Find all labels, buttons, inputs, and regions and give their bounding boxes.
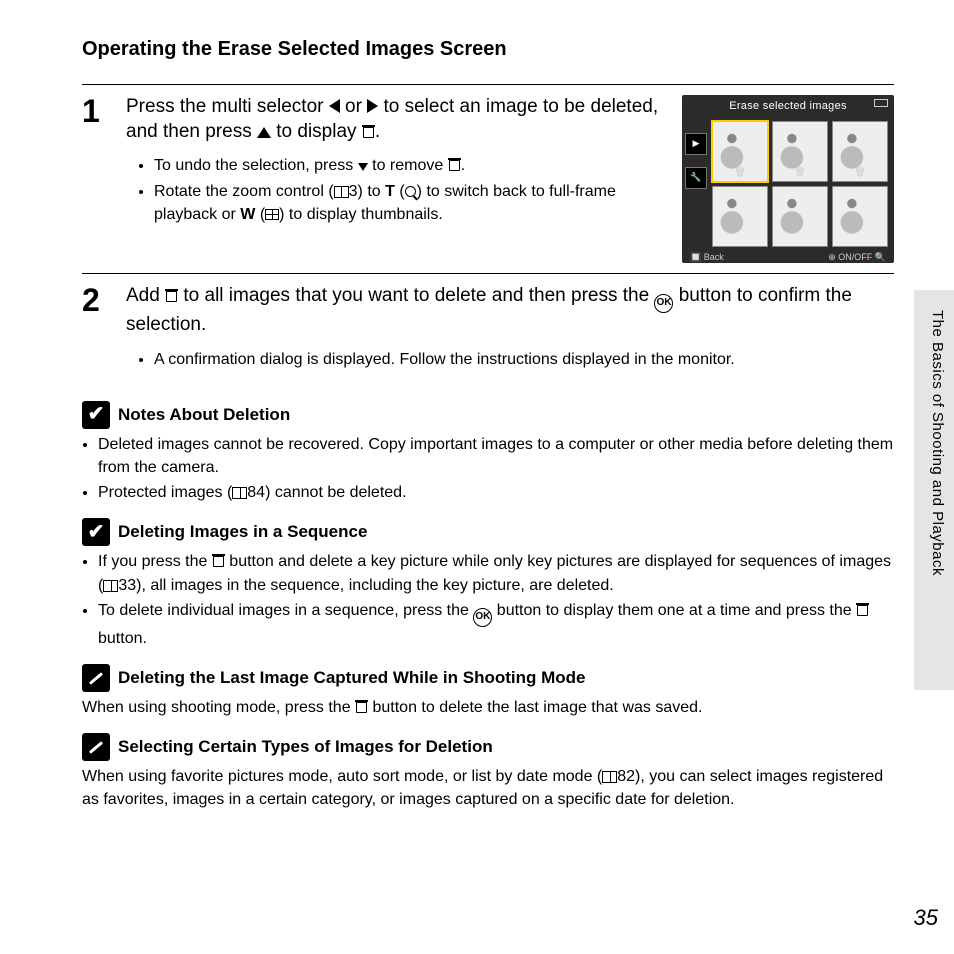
step-1-bullets: To undo the selection, press to remove .… <box>126 154 666 226</box>
camera-lcd-illustration: Erase selected images ▶ 🔧 🗑 🗑 🗑 <box>682 95 894 263</box>
page-ref-icon <box>334 186 349 198</box>
camera-onoff-label: ⊕ ON/OFF 🔍 <box>828 251 886 263</box>
ok-button-icon: OK <box>654 294 673 313</box>
list-item: If you press the button and delete a key… <box>98 550 894 596</box>
trash-icon: 🗑 <box>794 166 805 179</box>
list-item: A confirmation dialog is displayed. Foll… <box>154 348 894 371</box>
thumbnail <box>712 186 768 247</box>
right-icon <box>367 99 378 113</box>
trash-icon <box>212 554 225 567</box>
thumbnail <box>772 186 828 247</box>
note-icon <box>82 664 110 692</box>
list-item: Deleted images cannot be recovered. Copy… <box>98 433 894 479</box>
note-certain-types: Selecting Certain Types of Images for De… <box>82 733 894 811</box>
caution-icon <box>82 401 110 429</box>
note-sequence: Deleting Images in a Sequence If you pre… <box>82 518 894 650</box>
page-title: Operating the Erase Selected Images Scre… <box>82 35 894 64</box>
playback-mode-icon: ▶ <box>685 133 707 155</box>
setup-icon: 🔧 <box>685 167 707 189</box>
page-ref-icon <box>232 487 247 499</box>
trash-icon <box>165 289 178 302</box>
step-number: 2 <box>82 284 112 373</box>
page-ref-icon <box>103 580 118 592</box>
trash-icon <box>362 125 375 138</box>
step-2-bullets: A confirmation dialog is displayed. Foll… <box>126 348 894 371</box>
camera-screen-title: Erase selected images <box>682 95 894 119</box>
up-icon <box>257 127 271 138</box>
thumbnail: 🗑 <box>772 121 828 182</box>
step-1: 1 Press the multi selector or to select … <box>82 95 894 263</box>
note-body: When using favorite pictures mode, auto … <box>82 765 894 811</box>
note-icon <box>82 733 110 761</box>
thumbnails-icon <box>265 209 279 220</box>
note-last-image: Deleting the Last Image Captured While i… <box>82 664 894 719</box>
note-title: Deleting Images in a Sequence <box>118 520 367 545</box>
page-number: 35 <box>914 902 938 934</box>
trash-icon <box>355 700 368 713</box>
caution-icon <box>82 518 110 546</box>
note-title: Selecting Certain Types of Images for De… <box>118 735 493 760</box>
camera-back-label: 🔲 Back <box>690 251 724 263</box>
trash-icon <box>448 158 461 171</box>
step-1-instruction: Press the multi selector or to select an… <box>126 95 666 144</box>
list-item: Rotate the zoom control (3) to T () to s… <box>154 180 666 226</box>
rule <box>82 84 894 85</box>
step-number: 1 <box>82 95 112 263</box>
trash-icon <box>856 603 869 616</box>
step-2: 2 Add to all images that you want to del… <box>82 284 894 373</box>
thumbnail: 🗑 <box>832 121 888 182</box>
note-deletion: Notes About Deletion Deleted images cann… <box>82 401 894 505</box>
down-icon <box>358 163 368 171</box>
ok-button-icon: OK <box>473 608 492 627</box>
battery-icon <box>874 99 888 107</box>
trash-icon: 🗑 <box>854 166 865 179</box>
thumbnail <box>832 186 888 247</box>
list-item: To undo the selection, press to remove . <box>154 154 666 177</box>
section-side-label: The Basics of Shooting and Playback <box>926 310 948 576</box>
rule <box>82 273 894 274</box>
list-item: To delete individual images in a sequenc… <box>98 599 894 650</box>
note-body: When using shooting mode, press the butt… <box>82 696 894 719</box>
list-item: Protected images (84) cannot be deleted. <box>98 481 894 504</box>
thumbnail: 🗑 <box>712 121 768 182</box>
page-ref-icon <box>602 771 617 783</box>
step-2-instruction: Add to all images that you want to delet… <box>126 284 894 338</box>
magnify-icon <box>405 186 417 198</box>
note-title: Deleting the Last Image Captured While i… <box>118 666 586 691</box>
left-icon <box>329 99 340 113</box>
note-title: Notes About Deletion <box>118 403 290 428</box>
trash-icon: 🗑 <box>734 166 745 179</box>
